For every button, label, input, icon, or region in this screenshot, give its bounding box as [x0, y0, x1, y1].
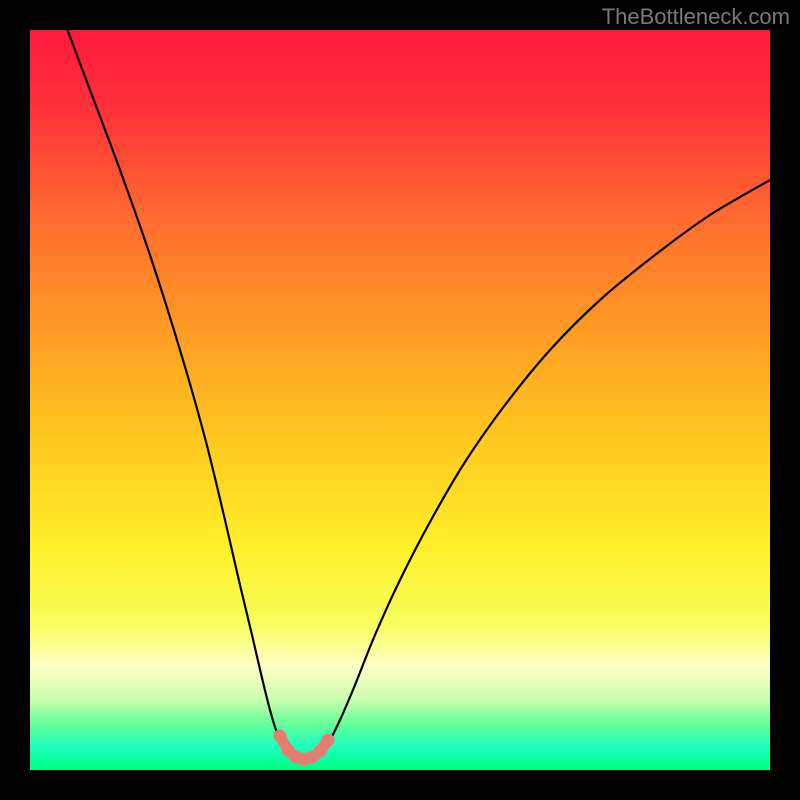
valley-dot [314, 745, 327, 758]
valley-dot [274, 730, 287, 743]
bottleneck-chart [30, 30, 770, 770]
outer-frame: TheBottleneck.com [0, 0, 800, 800]
v-curve [60, 10, 770, 761]
plot-area [30, 30, 770, 770]
valley-marker-dots [274, 730, 335, 766]
watermark-text: TheBottleneck.com [602, 4, 790, 30]
valley-dot [322, 734, 335, 747]
